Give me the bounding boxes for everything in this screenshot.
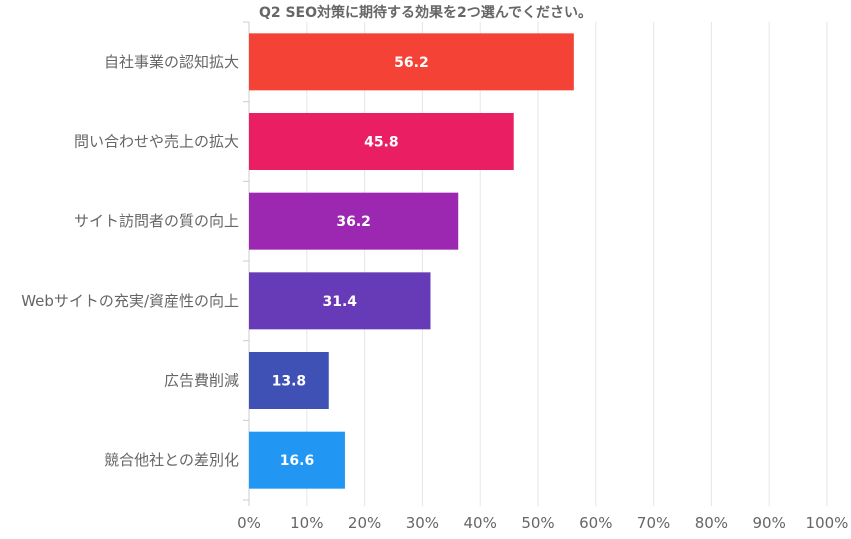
x-tick-label: 10% — [290, 514, 323, 532]
category-label: Webサイトの充実/資産性の向上 — [21, 292, 239, 310]
chart-title: Q2 SEO対策に期待する効果を2つ選んでください。 — [258, 5, 593, 21]
category-label: 問い合わせや売上の拡大 — [74, 133, 239, 151]
x-tick-label: 70% — [637, 514, 670, 532]
x-tick-label: 60% — [579, 514, 612, 532]
category-label: 競合他社との差別化 — [104, 451, 239, 469]
category-label: サイト訪問者の質の向上 — [74, 212, 239, 230]
gridlines — [243, 21, 828, 506]
x-tick-label: 90% — [753, 514, 786, 532]
value-label: 31.4 — [322, 294, 357, 310]
bar — [249, 431, 345, 489]
bar — [249, 272, 431, 330]
x-tick-label: 50% — [521, 514, 554, 532]
category-label: 広告費削減 — [164, 372, 239, 390]
x-tick-label: 100% — [806, 514, 849, 532]
x-tick-label: 30% — [406, 514, 439, 532]
category-label: 自社事業の認知拡大 — [104, 53, 239, 71]
value-label: 16.6 — [280, 453, 315, 469]
bars: 56.2 45.8 36.2 31.4 13.8 16.6 — [249, 33, 574, 489]
bar — [249, 113, 514, 170]
value-label: 36.2 — [336, 214, 371, 230]
x-tick-label: 20% — [348, 514, 381, 532]
bar — [249, 33, 574, 91]
x-tick-label: 80% — [695, 514, 728, 532]
bar — [249, 192, 459, 250]
value-label: 56.2 — [394, 55, 429, 71]
x-axis-ticks: 0% 10% 20% 30% 40% 50% 60% 70% 80% 90% 100% — [237, 514, 848, 532]
x-tick-label: 40% — [464, 514, 497, 532]
bar — [249, 352, 329, 409]
value-label: 45.8 — [364, 135, 399, 151]
value-label: 13.8 — [272, 374, 307, 390]
x-tick-label: 0% — [237, 514, 261, 532]
